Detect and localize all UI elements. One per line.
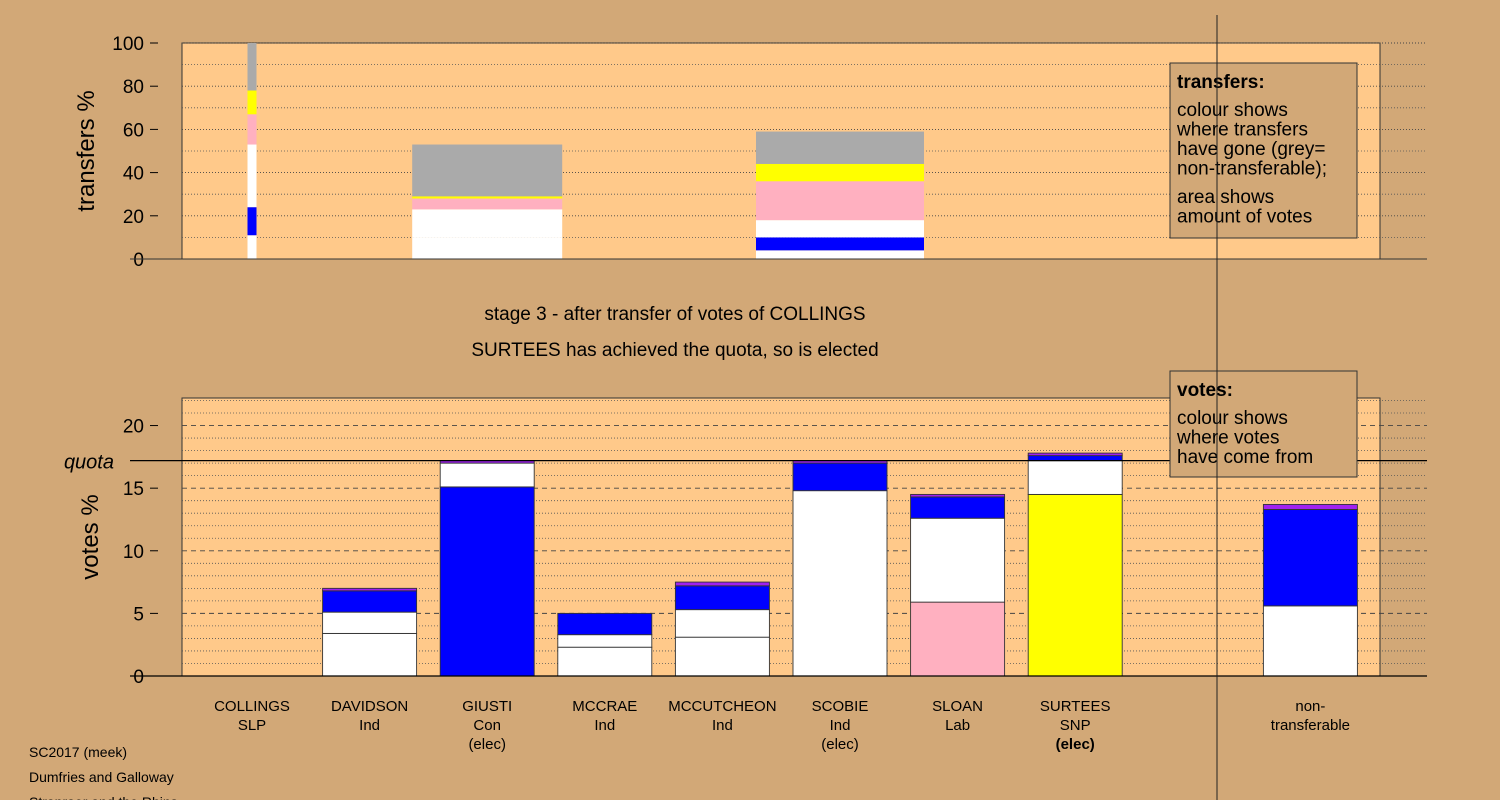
bar-segment [322, 590, 418, 613]
transfer-segment [247, 114, 257, 145]
bar-segment [792, 462, 888, 492]
bar-segment [1262, 605, 1358, 677]
quota-label: quota [64, 452, 114, 474]
legend-text: non-transferable); [1177, 159, 1327, 180]
legend-text: have come from [1177, 447, 1313, 468]
y-axis-label: transfers % [73, 90, 100, 211]
bar-segment [1027, 452, 1123, 457]
x-tick-label: (elec) [468, 736, 506, 753]
y-tick-label: 20 [123, 207, 144, 228]
bar-segment [910, 601, 1006, 677]
transfer-segment [412, 196, 563, 199]
legend-text: colour shows [1177, 408, 1288, 429]
x-tick-label: Ind [359, 717, 380, 734]
x-tick-label: SLP [238, 717, 266, 734]
bar-segment [322, 587, 418, 592]
y-tick-label: 100 [112, 34, 144, 55]
y-tick-label: 15 [123, 479, 144, 500]
y-axis-label: votes % [77, 494, 104, 579]
transfer-segment [756, 163, 924, 182]
x-tick-label: COLLINGS [214, 698, 290, 715]
bar-segment [322, 632, 418, 677]
bar-segment [1027, 493, 1123, 677]
x-tick-label: (elec) [1056, 736, 1095, 753]
bar-segment [557, 634, 653, 648]
bar-segment [1027, 455, 1123, 462]
x-tick-label: Ind [594, 717, 615, 734]
legend-text: area shows [1177, 187, 1274, 208]
footer-text: Dumfries and Galloway [29, 769, 174, 785]
y-tick-label: 20 [123, 417, 144, 438]
transfer-segment [756, 220, 924, 238]
y-tick-label: 0 [133, 667, 144, 688]
x-tick-label: SNP [1060, 717, 1091, 734]
legend-text: colour shows [1177, 100, 1288, 121]
bar-segment [910, 496, 1006, 519]
bar-segment [439, 462, 535, 488]
transfer-segment [412, 209, 563, 238]
legend-text: where votes [1176, 428, 1279, 449]
transfer-segment [247, 144, 257, 208]
transfer-segment [247, 43, 257, 91]
x-tick-label: Con [473, 717, 501, 734]
y-tick-label: 60 [123, 120, 144, 141]
legend-title: transfers: [1177, 72, 1265, 93]
bar-segment [674, 609, 770, 638]
legend-box [1169, 370, 1358, 478]
bar-segment [439, 486, 535, 677]
x-tick-label: Lab [945, 717, 970, 734]
x-tick-label: non- [1295, 698, 1325, 715]
transfer-segment [756, 237, 924, 251]
bar-segment [557, 612, 653, 636]
transfer-segment [756, 131, 924, 164]
x-tick-label: SLOAN [932, 698, 983, 715]
legend-text: have gone (grey= [1177, 139, 1325, 160]
x-tick-label: DAVIDSON [331, 698, 408, 715]
subtitle: SURTEES has achieved the quota, so is el… [471, 340, 878, 361]
transfer-segment [247, 90, 257, 115]
bar-segment [557, 646, 653, 677]
transfer-segment [756, 181, 924, 221]
footer-text: Stranraer and the Rhins [29, 794, 178, 800]
legend-title: votes: [1177, 380, 1233, 401]
bar-segment [674, 636, 770, 677]
bar-segment [674, 585, 770, 611]
bar-segment [674, 581, 770, 587]
x-tick-label: MCCUTCHEON [668, 698, 776, 715]
transfer-segment [247, 235, 257, 259]
x-tick-label: SURTEES [1040, 698, 1111, 715]
bar-segment [910, 493, 1006, 498]
x-tick-label: Ind [712, 717, 733, 734]
x-tick-label: (elec) [821, 736, 859, 753]
legend-text: amount of votes [1177, 207, 1312, 228]
y-tick-label: 80 [123, 77, 144, 98]
bar-segment [792, 490, 888, 677]
bar-segment [910, 517, 1006, 603]
transfer-segment [412, 237, 563, 259]
bar-segment [1262, 503, 1358, 510]
y-tick-label: 40 [123, 164, 144, 185]
x-tick-label: transferable [1271, 717, 1350, 734]
y-tick-label: 10 [123, 542, 144, 563]
subtitle: stage 3 - after transfer of votes of COL… [484, 304, 865, 325]
x-tick-label: Ind [830, 717, 851, 734]
x-tick-label: GIUSTI [462, 698, 512, 715]
legend-box [1169, 62, 1358, 239]
transfer-segment [412, 144, 563, 197]
x-tick-label: SCOBIE [812, 698, 869, 715]
bar-segment [1262, 509, 1358, 607]
y-tick-label: 0 [133, 250, 144, 271]
transfer-segment [756, 250, 924, 259]
bar-segment [1027, 460, 1123, 495]
bar-segment [322, 611, 418, 634]
transfer-segment [247, 207, 257, 236]
legend-text: where transfers [1176, 120, 1308, 141]
y-tick-label: 5 [133, 604, 144, 625]
x-tick-label: MCCRAE [572, 698, 637, 715]
footer-text: SC2017 (meek) [29, 744, 127, 760]
transfer-segment [412, 198, 563, 210]
